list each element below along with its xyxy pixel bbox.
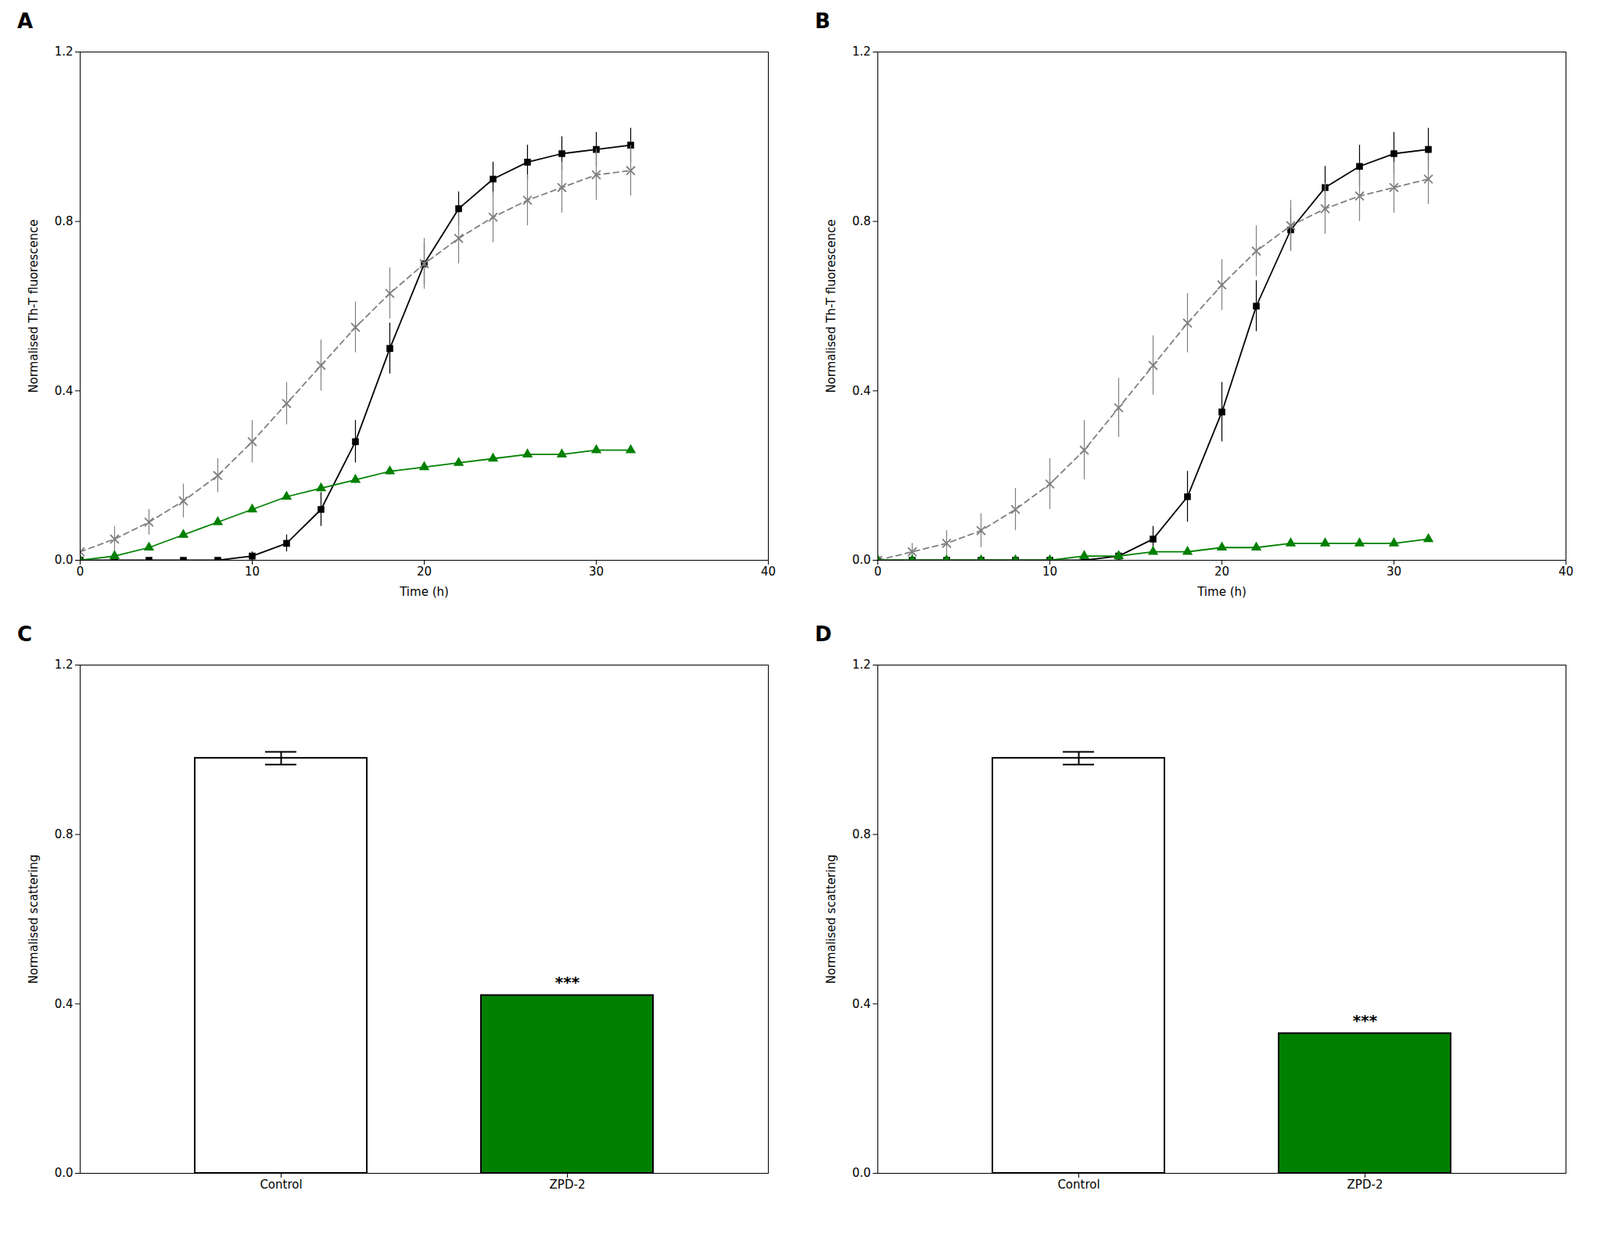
svg-text:1.2: 1.2: [54, 44, 74, 59]
html-text:B: B: [814, 9, 831, 33]
svg-text:Control: Control: [259, 1177, 302, 1192]
svg-text:10: 10: [1042, 564, 1058, 579]
html-text:A: A: [17, 9, 33, 33]
svg-text:40: 40: [1558, 564, 1574, 579]
svg-text:30: 30: [1386, 564, 1402, 579]
svg-text:ZPD-2: ZPD-2: [1347, 1177, 1384, 1192]
svg-text:0.4: 0.4: [54, 383, 74, 399]
svg-text:***: ***: [555, 972, 581, 992]
svg-text:0.0: 0.0: [54, 552, 74, 567]
svg-text:0.4: 0.4: [54, 997, 74, 1012]
svg-text:ZPD-2: ZPD-2: [549, 1177, 586, 1192]
svg-text:Time (h): Time (h): [1196, 584, 1247, 600]
svg-text:***: ***: [1352, 1011, 1378, 1030]
svg-text:Normalised Th-T fluorescence: Normalised Th-T fluorescence: [26, 219, 41, 394]
svg-text:10: 10: [244, 564, 260, 579]
svg-text:0.4: 0.4: [852, 383, 872, 399]
svg-text:40: 40: [760, 564, 776, 579]
svg-text:Time (h): Time (h): [398, 584, 449, 600]
svg-text:0.0: 0.0: [852, 1165, 872, 1181]
svg-text:1.2: 1.2: [852, 44, 872, 59]
svg-text:1.2: 1.2: [54, 657, 74, 672]
svg-text:0.0: 0.0: [852, 552, 872, 567]
svg-text:0: 0: [874, 564, 883, 579]
svg-text:20: 20: [416, 564, 432, 579]
svg-text:0.4: 0.4: [852, 997, 872, 1012]
svg-text:0: 0: [76, 564, 85, 579]
svg-text:0.8: 0.8: [852, 827, 872, 842]
svg-text:Normalised scattering: Normalised scattering: [26, 854, 41, 984]
svg-text:0.0: 0.0: [54, 1165, 74, 1181]
html-text:D: D: [814, 622, 832, 646]
svg-text:1.2: 1.2: [852, 657, 872, 672]
html-text:C: C: [17, 622, 33, 646]
svg-text:30: 30: [588, 564, 604, 579]
svg-text:20: 20: [1214, 564, 1230, 579]
svg-text:0.8: 0.8: [54, 827, 74, 842]
svg-text:0.8: 0.8: [54, 214, 74, 229]
svg-text:Control: Control: [1057, 1177, 1100, 1192]
svg-text:Normalised Th-T fluorescence: Normalised Th-T fluorescence: [824, 219, 839, 394]
svg-text:0.8: 0.8: [852, 214, 872, 229]
svg-text:Normalised scattering: Normalised scattering: [824, 854, 839, 984]
